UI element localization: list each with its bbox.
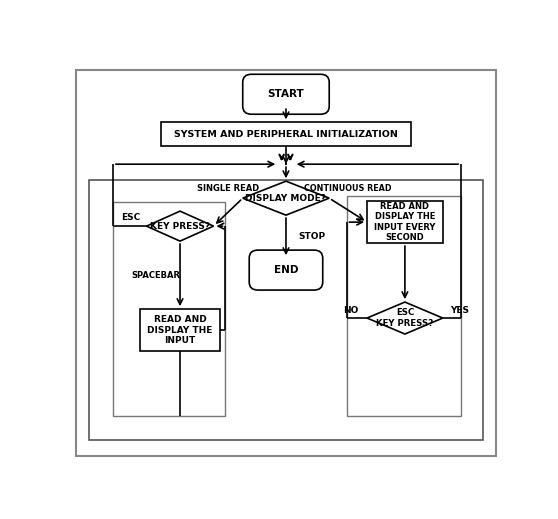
Text: NO: NO [343,306,358,316]
Polygon shape [243,181,329,215]
Text: END: END [274,265,298,275]
Text: SINGLE READ: SINGLE READ [197,184,259,193]
Text: START: START [268,89,304,99]
Text: ESC: ESC [121,213,140,222]
Text: ESC
KEY PRESS?: ESC KEY PRESS? [376,308,434,327]
Text: SPACEBAR: SPACEBAR [132,270,181,280]
Text: READ AND
DISPLAY THE
INPUT: READ AND DISPLAY THE INPUT [147,315,213,345]
Text: YES: YES [450,306,469,316]
FancyBboxPatch shape [161,122,411,146]
Text: STOP: STOP [298,232,325,241]
FancyBboxPatch shape [140,309,220,351]
Text: READ AND
DISPLAY THE
INPUT EVERY
SECOND: READ AND DISPLAY THE INPUT EVERY SECOND [374,202,436,242]
Polygon shape [367,302,442,334]
Polygon shape [147,211,214,241]
Text: SYSTEM AND PERIPHERAL INITIALIZATION: SYSTEM AND PERIPHERAL INITIALIZATION [174,130,398,139]
FancyBboxPatch shape [249,250,323,290]
Text: DISPLAY MODE?: DISPLAY MODE? [246,194,326,202]
FancyBboxPatch shape [367,201,442,243]
FancyBboxPatch shape [243,74,329,114]
Text: CONTINUOUS READ: CONTINUOUS READ [305,184,392,193]
Text: KEY PRESS?: KEY PRESS? [150,222,210,230]
FancyBboxPatch shape [76,70,496,456]
